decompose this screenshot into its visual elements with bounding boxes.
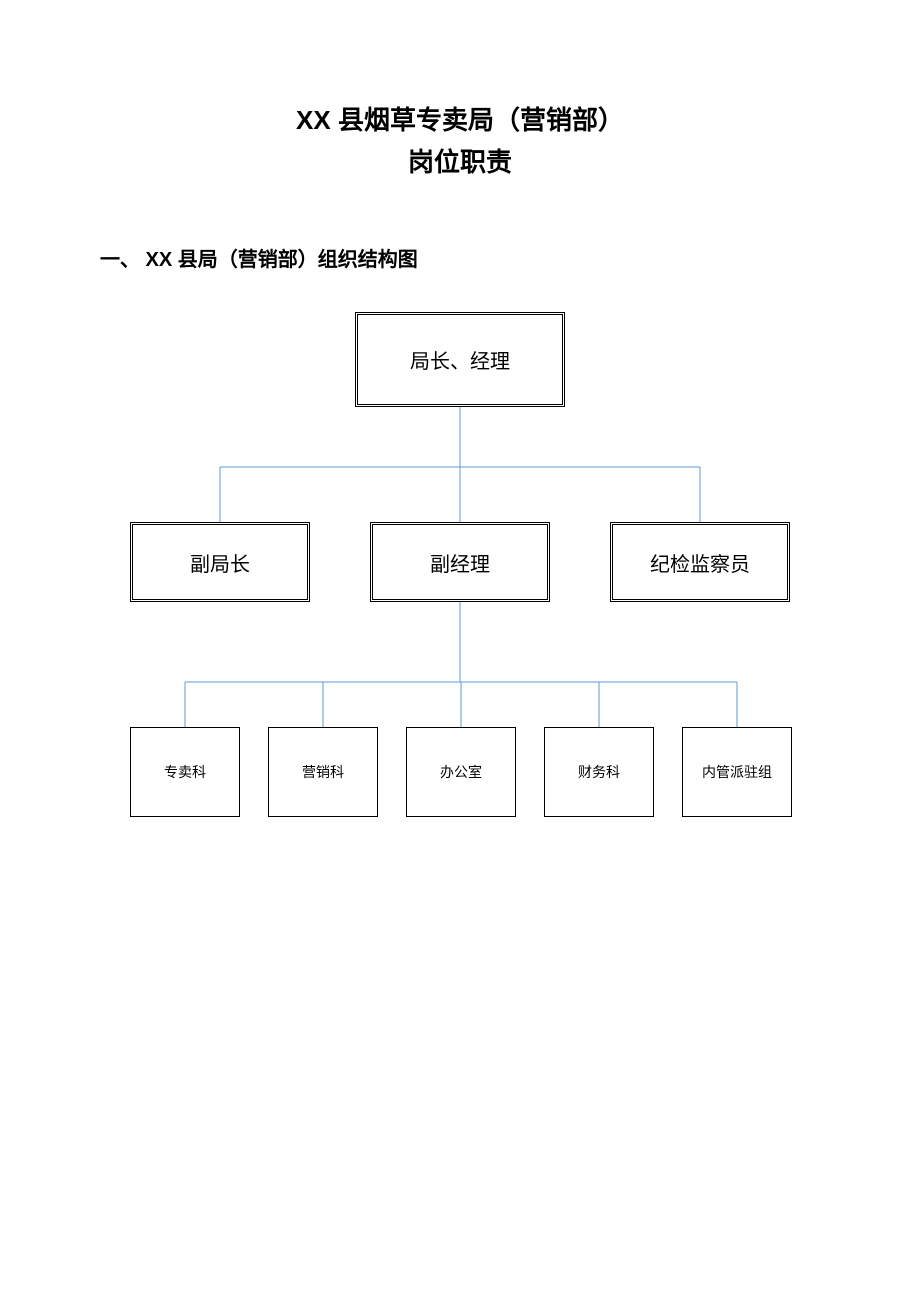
section-heading: 一、 XX 县局（营销部）组织结构图 <box>100 243 820 272</box>
org-node-vp2: 副经理 <box>370 522 550 602</box>
org-node-d5: 内管派驻组 <box>682 727 792 817</box>
org-node-vp3: 纪检监察员 <box>610 522 790 602</box>
org-node-d3: 办公室 <box>406 727 516 817</box>
document-title: XX 县烟草专卖局（营销部） 岗位职责 <box>100 100 820 183</box>
org-node-vp1: 副局长 <box>130 522 310 602</box>
title-line-2: 岗位职责 <box>100 142 820 184</box>
org-node-d4: 财务科 <box>544 727 654 817</box>
title-line-1: XX 县烟草专卖局（营销部） <box>100 100 820 142</box>
org-node-root: 局长、经理 <box>355 312 565 407</box>
org-node-d1: 专卖科 <box>130 727 240 817</box>
org-chart: 局长、经理副局长副经理纪检监察员专卖科营销科办公室财务科内管派驻组 <box>100 312 820 912</box>
org-node-d2: 营销科 <box>268 727 378 817</box>
